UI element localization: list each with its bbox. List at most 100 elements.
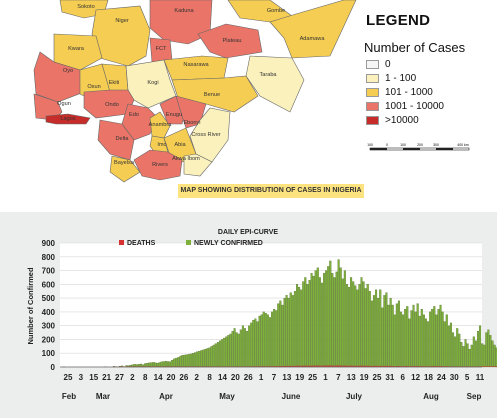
bar <box>175 357 178 368</box>
scale-label: 400 km <box>457 143 469 147</box>
death-bar <box>400 366 402 367</box>
x-tick-label: 7 <box>272 373 277 382</box>
death-bar <box>375 365 377 367</box>
bar <box>298 286 301 368</box>
legend-swatch <box>366 74 379 83</box>
state-label: Gombe <box>267 8 285 14</box>
death-bar <box>404 366 407 367</box>
x-tick-label: 13 <box>347 373 356 382</box>
bar <box>468 348 471 368</box>
bar <box>435 314 438 368</box>
death-bar <box>433 366 436 367</box>
bar <box>200 350 203 368</box>
bar <box>266 314 269 368</box>
scale-label: 200 <box>417 143 423 147</box>
bar <box>485 332 488 368</box>
bar <box>337 259 340 368</box>
death-bar <box>300 365 303 367</box>
bar <box>364 288 367 368</box>
death-bar <box>371 366 373 367</box>
x-tick-label: 26 <box>244 373 253 382</box>
death-bar <box>362 365 365 367</box>
state-label: Ondo <box>105 102 119 108</box>
state-label: Kwara <box>68 46 85 52</box>
legend-swatch <box>186 240 191 245</box>
death-bar <box>310 365 313 367</box>
death-bar <box>343 365 346 367</box>
state-label: Osun <box>87 84 100 90</box>
legend-swatch <box>119 240 124 245</box>
death-bar <box>348 365 350 367</box>
bar <box>231 331 234 368</box>
y-tick-label: 900 <box>42 239 56 248</box>
bar <box>279 300 282 368</box>
bar <box>341 278 344 368</box>
bar <box>289 292 292 368</box>
death-bar <box>414 366 417 367</box>
x-tick-label: 15 <box>89 373 98 382</box>
state-cross-river <box>189 107 231 163</box>
legend-item-0: 0 <box>366 59 391 70</box>
bar <box>375 289 378 368</box>
chart-title: DAILY EPI-CURVE <box>218 229 278 236</box>
x-tick-label: 25 <box>373 373 382 382</box>
death-bar <box>287 365 290 367</box>
bar <box>354 285 357 368</box>
bar <box>206 348 209 368</box>
bar <box>481 343 484 368</box>
death-bar <box>481 366 484 367</box>
x-tick-label: 7 <box>336 373 341 382</box>
bar <box>437 309 440 368</box>
legend-item-2: 101 - 1000 <box>366 87 433 98</box>
death-bar <box>312 365 315 367</box>
state-label: Lagos <box>60 116 75 122</box>
x-tick-label: 8 <box>207 373 212 382</box>
bar <box>171 359 174 368</box>
bar <box>447 325 450 368</box>
death-bar <box>360 365 363 367</box>
state-label: Ogun <box>57 101 71 107</box>
bar <box>414 311 417 368</box>
death-bar <box>314 365 317 367</box>
bar <box>400 311 403 368</box>
bar <box>239 329 242 368</box>
state-taraba <box>245 55 305 113</box>
y-tick-label: 500 <box>42 294 56 303</box>
death-bar <box>410 366 413 367</box>
death-bar <box>431 366 434 367</box>
bar <box>331 273 334 368</box>
bar <box>429 311 432 368</box>
bar <box>287 297 290 368</box>
bar <box>487 329 490 368</box>
bar <box>229 333 232 368</box>
bar <box>258 315 261 368</box>
month-label: July <box>346 392 363 401</box>
plot-area <box>60 243 482 367</box>
death-bar <box>319 365 321 367</box>
bar <box>410 310 413 368</box>
bar <box>219 340 222 368</box>
death-bar <box>325 365 328 367</box>
x-tick-label: 2 <box>195 373 200 382</box>
x-tick-label: 1 <box>259 373 264 382</box>
death-bar <box>416 366 419 367</box>
bar <box>372 295 375 368</box>
bar <box>379 289 382 368</box>
death-bar <box>285 365 288 367</box>
bar <box>221 339 224 368</box>
bar <box>248 325 251 368</box>
x-tick-label: 1 <box>323 373 328 382</box>
bar <box>408 318 411 368</box>
bar <box>152 362 155 368</box>
bar <box>402 314 405 368</box>
legend-subtitle: Number of Cases <box>364 40 466 55</box>
bar <box>406 306 409 368</box>
bar <box>162 361 165 368</box>
bar <box>443 321 446 368</box>
death-bar <box>377 365 380 367</box>
death-bar <box>283 365 286 367</box>
legend-swatch <box>366 60 379 69</box>
death-bar <box>289 365 292 367</box>
death-bar <box>373 365 375 367</box>
death-bar <box>441 366 444 367</box>
